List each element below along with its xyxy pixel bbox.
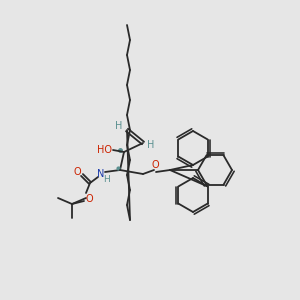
Text: H: H — [103, 175, 110, 184]
Text: H: H — [115, 121, 123, 131]
Text: O: O — [73, 167, 81, 177]
Text: N: N — [97, 169, 105, 179]
Text: HO: HO — [98, 145, 112, 155]
Text: O: O — [85, 194, 93, 204]
Text: O: O — [151, 160, 159, 170]
Text: H: H — [147, 140, 155, 150]
